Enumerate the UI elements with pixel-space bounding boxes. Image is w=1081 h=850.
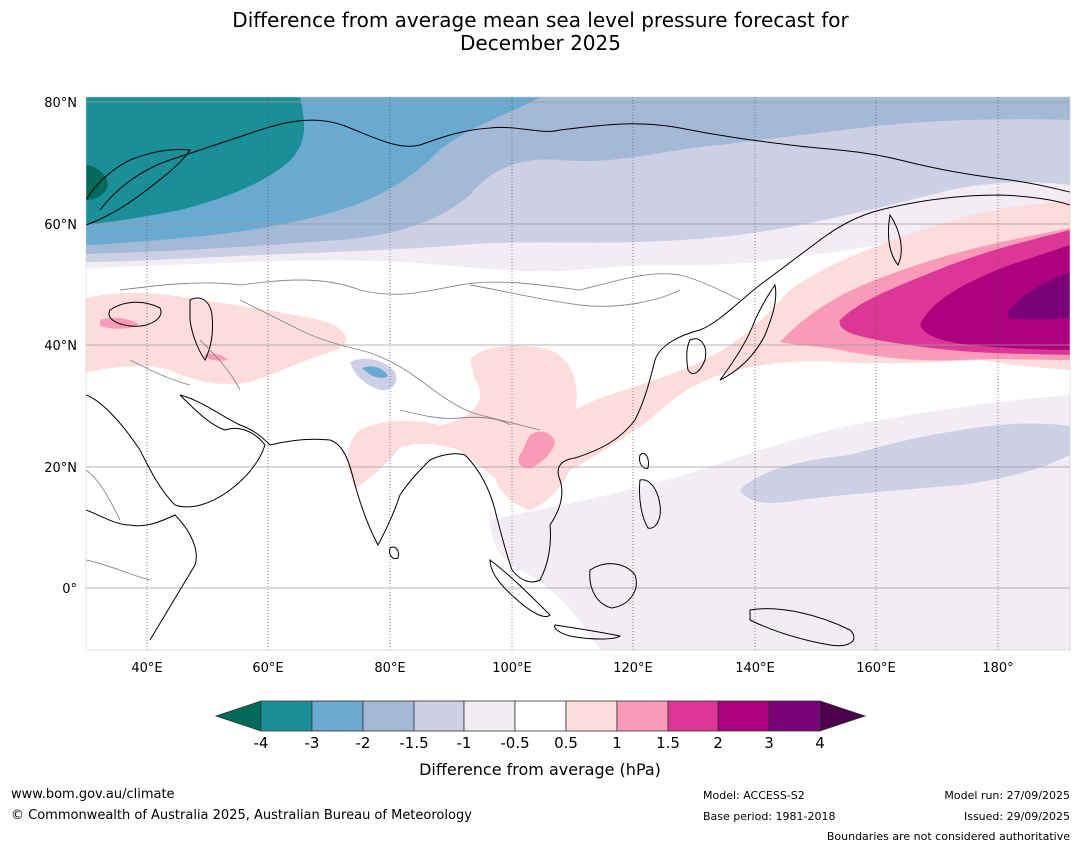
colorbar-bin-neg4	[260, 700, 313, 732]
colorbar-tick-neg1: -1	[457, 734, 472, 752]
colorbar-bin-neg1	[463, 700, 516, 732]
meridians	[146, 97, 999, 650]
coastline-borneo	[589, 563, 637, 609]
lat-label-40n: 40°N	[44, 339, 77, 354]
colorbar-bin-pos15	[667, 700, 719, 732]
border-africa	[86, 469, 151, 581]
colorbar	[214, 700, 867, 732]
lon-label-160e: 160°E	[856, 661, 896, 676]
colorbar-tick-pos05: 0.5	[554, 734, 578, 752]
colorbar-tick-neg3: -3	[305, 734, 320, 752]
border-mongolia	[469, 284, 681, 307]
colorbar-tick-pos4: 4	[815, 734, 825, 752]
lon-label-40e: 40°E	[131, 661, 162, 676]
gridlines	[86, 101, 1070, 589]
colorbar-bin-neutral	[514, 700, 567, 732]
contour-pos1-china-south	[518, 431, 555, 469]
boundaries-disclaimer: Boundaries are not considered authoritat…	[826, 830, 1070, 843]
model-run-text: Model run: 27/09/2025	[944, 789, 1070, 802]
chart-title: Difference from average mean sea level p…	[0, 9, 1081, 55]
colorbar-bin-pos1	[616, 700, 669, 732]
colorbar-bin-neg15	[413, 700, 465, 732]
map-frame	[85, 96, 1071, 651]
border-central-asia	[239, 299, 361, 351]
coastlines	[86, 119, 1070, 647]
colorbar-tick-pos15: 1.5	[656, 734, 680, 752]
lat-label-equator: 0°	[62, 582, 77, 597]
colorbar-bin-pos05	[565, 700, 618, 732]
contour-neg4-band	[86, 97, 305, 225]
colorbar-extend-max	[819, 700, 867, 732]
coastline-srilanka	[389, 546, 399, 559]
title-line-1: Difference from average mean sea level p…	[232, 8, 849, 32]
contour-neg3-pamir	[362, 366, 388, 378]
coastline-japan	[719, 283, 777, 381]
copyright-text: © Commonwealth of Australia 2025, Austra…	[11, 808, 472, 823]
coastline-china	[574, 194, 1070, 459]
colorbar-tick-neg4: -4	[254, 734, 269, 752]
title-line-2: December 2025	[460, 31, 621, 55]
contour-pos05-westasia	[86, 292, 347, 385]
coastline-korea	[686, 338, 707, 375]
coastline-arabia	[86, 394, 266, 508]
colorbar-bin-pos3	[768, 700, 821, 732]
colorbar-tick-pos3: 3	[764, 734, 774, 752]
coastline-black-sea	[108, 301, 162, 327]
coastline-arctic-europe	[99, 119, 1070, 211]
coastline-persian-gulf	[179, 394, 271, 446]
country-borders	[86, 273, 741, 581]
colorbar-tick-neg2: -2	[356, 734, 371, 752]
lat-label-80n: 80°N	[44, 96, 77, 111]
contour-pos2-northpacific	[920, 245, 1070, 350]
lon-label-100e: 100°E	[492, 661, 532, 676]
border-china-west	[359, 349, 541, 431]
colorbar-tick-pos2: 2	[713, 734, 723, 752]
website-link[interactable]: www.bom.gov.au/climate	[11, 787, 175, 802]
coastline-caspian	[189, 297, 213, 361]
colorbar-extend-min	[214, 700, 262, 732]
issued-text: Issued: 29/09/2025	[963, 810, 1070, 823]
colorbar-tick-neg05: -0.5	[500, 734, 529, 752]
coastline-philippines	[639, 479, 661, 529]
coastline-taiwan	[639, 453, 649, 469]
colorbar-tick-pos1: 1	[612, 734, 622, 752]
lon-label-80e: 80°E	[374, 661, 405, 676]
border-india-china	[399, 409, 511, 426]
colorbar-label: Difference from average (hPa)	[419, 760, 661, 779]
lon-label-180: 180°	[982, 661, 1013, 676]
lon-label-120e: 120°E	[613, 661, 653, 676]
border-middle-east	[129, 339, 241, 391]
border-russia-south	[119, 273, 741, 301]
lon-label-60e: 60°E	[252, 661, 283, 676]
lat-label-60n: 60°N	[44, 218, 77, 233]
lon-label-140e: 140°E	[735, 661, 775, 676]
coastline-scandinavia	[86, 149, 191, 226]
coastline-kamchatka	[887, 213, 902, 266]
coastline-sumatra	[489, 558, 551, 617]
colorbar-bin-neg2	[362, 700, 415, 732]
coastline-indochina	[464, 454, 576, 583]
coastline-java	[554, 624, 622, 640]
contour-neg15-tropics	[740, 423, 1070, 503]
map-area	[86, 97, 1070, 650]
lat-label-20n: 20°N	[44, 461, 77, 476]
colorbar-tick-neg15: -1.5	[399, 734, 428, 752]
base-period-text: Base period: 1981-2018	[703, 810, 836, 823]
colorbar-bin-neg3	[311, 700, 364, 732]
coastline-east-africa	[86, 509, 197, 641]
coastline-new-guinea	[749, 608, 855, 647]
coastline-india	[269, 438, 466, 547]
model-text: Model: ACCESS-S2	[703, 789, 805, 802]
contour-pos3-northpacific	[1008, 272, 1070, 320]
colorbar-bin-pos2	[717, 700, 770, 732]
